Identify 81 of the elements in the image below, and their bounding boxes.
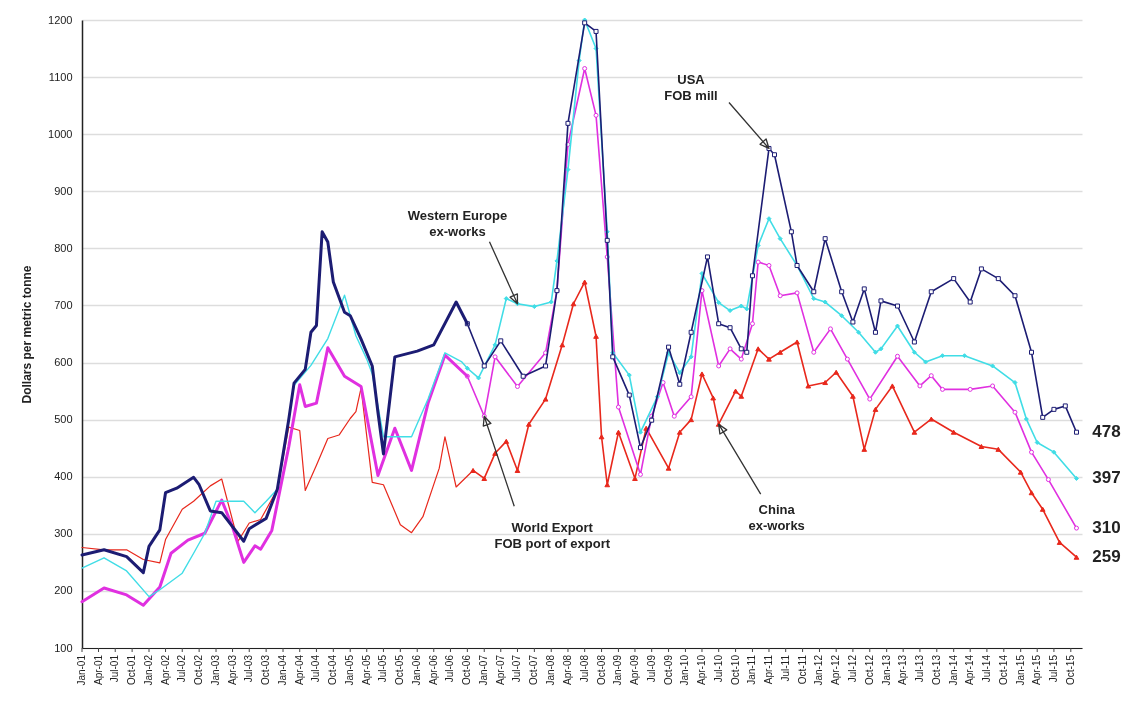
x-tick-label: Oct-14: [997, 654, 1009, 686]
x-tick-label: Jan-15: [1014, 654, 1026, 686]
y-tick-label: 1100: [48, 70, 73, 83]
x-tick-label: Jul-02: [176, 654, 188, 683]
x-tick-label: Jul-12: [846, 654, 858, 683]
x-tick-label: Oct-09: [662, 654, 674, 686]
y-tick-label: 600: [54, 356, 73, 369]
annotation: USA FOB mill: [664, 72, 718, 104]
x-tick-label: Oct-07: [528, 654, 540, 686]
y-tick-label: 300: [54, 527, 73, 540]
annotation: World Export FOB port of export: [494, 520, 611, 552]
x-tick-label: Apr-13: [897, 654, 909, 686]
x-tick-label: Apr-14: [964, 654, 976, 686]
x-tick-label: Jul-05: [377, 654, 389, 683]
y-tick-label: 400: [54, 470, 73, 483]
x-tick-label: Oct-02: [193, 654, 205, 686]
x-tick-label: Apr-10: [695, 654, 707, 686]
x-tick-label: Jul-10: [712, 654, 724, 683]
x-tick-label: Jan-05: [344, 654, 356, 686]
x-tick-label: Apr-07: [494, 654, 506, 686]
y-tick-label: 900: [54, 184, 73, 197]
y-tick-label: 200: [54, 584, 73, 597]
x-tick-label: Jan-13: [880, 654, 892, 686]
x-tick-label: Jan-08: [545, 654, 557, 686]
y-tick-label: 100: [54, 641, 73, 654]
x-tick-label: Jul-09: [645, 654, 657, 683]
x-tick-label: Apr-02: [159, 654, 171, 686]
x-tick-label: Oct-03: [260, 654, 272, 686]
y-tick-label: 700: [54, 298, 73, 311]
x-tick-label: Oct-11: [796, 654, 808, 685]
x-tick-label: Oct-12: [863, 654, 875, 686]
x-tick-label: Jul-08: [578, 654, 590, 683]
x-tick-label: Apr-01: [92, 654, 104, 686]
x-tick-label: Apr-05: [360, 654, 372, 686]
x-tick-label: Jan-06: [411, 654, 423, 686]
x-tick-label: Apr-09: [628, 654, 640, 686]
x-tick-label: Oct-10: [729, 654, 741, 686]
x-tick-label: Jul-03: [243, 654, 255, 683]
y-tick-label: 1000: [48, 127, 73, 140]
x-tick-label: Jul-15: [1047, 654, 1059, 683]
x-tick-label: Oct-15: [1064, 654, 1076, 686]
x-tick-label: Oct-13: [930, 654, 942, 686]
x-tick-label: Jul-13: [913, 654, 925, 683]
x-tick-label: Jan-01: [76, 654, 87, 686]
x-tick-label: Apr-08: [561, 654, 573, 686]
x-tick-label: Jan-12: [813, 654, 825, 686]
y-tick-label: 500: [54, 413, 73, 426]
x-tick-label: Jan-11: [746, 654, 758, 685]
x-tick-label: Oct-04: [327, 654, 339, 686]
x-tick-label: Apr-06: [427, 654, 439, 686]
annotation: 259: [1092, 547, 1121, 567]
x-tick-label: Jan-02: [143, 654, 155, 686]
annotation: China ex-works: [748, 502, 805, 534]
x-tick-label: Jan-14: [947, 654, 959, 686]
x-tick-label: Jan-07: [478, 654, 490, 686]
x-tick-label: Jul-14: [980, 654, 992, 683]
x-tick-label: Oct-08: [595, 654, 607, 686]
y-axis-title: Dollars per metric tonne: [20, 265, 35, 404]
x-tick-label: Jan-09: [612, 654, 624, 686]
x-tick-label: Oct-06: [461, 654, 473, 686]
x-tick-label: Apr-03: [226, 654, 238, 686]
x-tick-label: Oct-05: [394, 654, 406, 686]
x-tick-label: Jul-11: [779, 654, 791, 682]
x-tick-label: Jul-01: [109, 654, 121, 683]
x-tick-label: Jul-06: [444, 654, 456, 683]
y-tick-label: 800: [54, 241, 73, 254]
annotation: 397: [1092, 468, 1121, 488]
x-tick-label: Apr-04: [293, 654, 305, 686]
x-tick-label: Jul-04: [310, 654, 322, 683]
x-tick-label: Jan-10: [679, 654, 691, 686]
x-tick-label: Apr-11: [762, 654, 774, 685]
annotation: 310: [1092, 518, 1121, 538]
x-tick-label: Apr-15: [1031, 654, 1043, 686]
x-tick-label: Jul-07: [511, 654, 523, 683]
x-tick-label: Apr-12: [830, 654, 842, 686]
x-tick-label: Oct-01: [126, 654, 138, 686]
annotation: Western Europe ex-works: [407, 207, 508, 239]
x-tick-label: Jan-04: [277, 654, 289, 686]
y-tick-label: 1200: [48, 13, 73, 26]
annotation: 478: [1092, 422, 1121, 442]
x-tick-label: Jan-03: [210, 654, 222, 686]
